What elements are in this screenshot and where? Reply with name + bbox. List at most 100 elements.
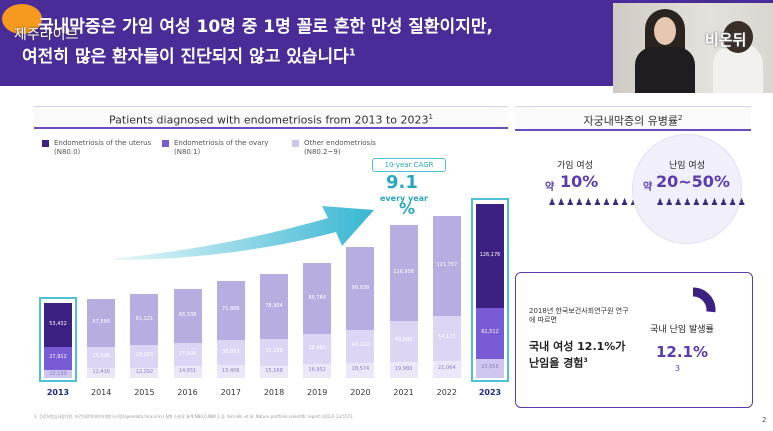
prevalence-title: 자궁내막증의 유병률2 [515, 106, 751, 131]
data-label-ovary-2015: 28,203 [135, 352, 154, 359]
data-label-uterus-2015: 61,121 [135, 315, 154, 322]
bar-2022: 21,064 54,133 121,757 [432, 215, 461, 378]
highlight-box-2013 [39, 296, 77, 382]
data-label-other-2020: 18,574 [351, 366, 370, 373]
fertile-label: 가임 여성 [557, 161, 593, 171]
legend-item-uterus: Endometriosis of the uterus (N80.0) [42, 139, 151, 157]
legend-label-uterus: Endometriosis of the uterus [54, 139, 152, 147]
bar-segment-ovary-2020: 40,120 [346, 329, 375, 363]
video-person-1-face [654, 17, 676, 45]
donut-ref: 3 [675, 364, 681, 373]
bar-segment-other-2020: 18,574 [346, 362, 375, 378]
cagr-badge: 10-year CAGR [372, 158, 446, 172]
x-tick-2020: 2020 [350, 388, 371, 397]
chart-title: Patients diagnosed with endometriosis fr… [34, 106, 508, 129]
data-label-ovary-2013: 27,912 [49, 354, 67, 361]
bar-2021: 19,980 48,886 116,958 [389, 225, 418, 378]
info-highlight-line2: 난임을 경험3 [529, 354, 639, 371]
video-person-1-body [635, 47, 695, 93]
legend-swatch-other [292, 140, 299, 147]
data-label-ovary-2017: 30,853 [222, 348, 240, 355]
legend-swatch-uterus [42, 140, 49, 147]
fertile-value: 10% [560, 172, 599, 191]
bar-segment-ovary-2019: 36,465 [303, 334, 332, 365]
data-label-uterus-2013: 53,432 [49, 320, 67, 327]
bar-2014: 12,416 25,536 57,590 [87, 299, 116, 378]
bar-2015: 12,292 28,203 61,121 [130, 294, 159, 378]
data-label-other-2014: 12,416 [92, 368, 110, 375]
bar-segment-other-2023: 23,656 [476, 358, 504, 378]
data-label-ovary-2022: 54,133 [438, 334, 456, 341]
bar-segment-other-2013: 10,199 [44, 369, 72, 378]
prevalence-title-text: 자궁내막증의 유병률 [583, 114, 679, 128]
chart-title-text: Patients diagnosed with endometriosis fr… [109, 113, 429, 127]
growth-arrow-icon [116, 206, 374, 260]
bar-segment-uterus-2015: 61,121 [130, 294, 159, 345]
x-tick-2018: 2018 [263, 388, 285, 397]
data-label-other-2023: 23,656 [481, 364, 499, 371]
data-label-other-2013: 10,199 [49, 370, 67, 377]
data-label-other-2016: 14,651 [178, 367, 197, 374]
video-watermark: 비온뒤 [705, 31, 747, 49]
info-source-text: 2018년 한국보건사회연구원 연구에 따르면 [529, 307, 629, 324]
legend-label-other: Other endometriosis [304, 139, 376, 147]
bar-segment-other-2022: 21,064 [432, 360, 461, 378]
data-label-ovary-2018: 32,188 [265, 348, 283, 355]
data-label-ovary-2020: 40,120 [351, 342, 370, 349]
page-number: 2 [762, 416, 767, 424]
bar-segment-other-2016: 14,651 [173, 365, 202, 378]
bar-segment-uterus-2014: 57,590 [87, 299, 116, 347]
legend-code-ovary: (N80.1) [174, 148, 201, 156]
bar-segment-ovary-2016: 27,508 [173, 343, 202, 366]
video-person-2-head [723, 21, 753, 53]
data-label-uterus-2022: 121,757 [436, 261, 458, 268]
legend-item-other: Other endometriosis (N80.2~9) [292, 139, 376, 157]
page-title-ref: 1 [348, 47, 356, 59]
cagr-value: 9.1 [386, 172, 418, 193]
legend-label-ovary: Endometriosis of the ovary [174, 139, 269, 147]
data-label-other-2022: 21,064 [438, 365, 456, 372]
data-label-uterus-2021: 116,958 [393, 269, 414, 276]
data-label-other-2015: 12,292 [135, 368, 154, 375]
info-highlight-line1: 국내 여성 12.1%가 [529, 340, 626, 353]
fertile-bubble [527, 146, 623, 242]
bar-segment-ovary-2013: 27,912 [44, 346, 72, 370]
data-label-uterus-2017: 71,886 [222, 306, 240, 313]
infertile-prefix: 약 [643, 182, 653, 193]
bar-segment-uterus-2023: 126,176 [476, 204, 504, 308]
bar-segment-other-2018: 15,168 [260, 365, 288, 378]
data-label-ovary-2016: 27,508 [178, 350, 197, 357]
page-title-line2-text: 여전히 많은 환자들이 진단되지 않고 있습니다 [22, 47, 349, 67]
bar-segment-ovary-2018: 32,188 [260, 339, 288, 366]
legend-code-uterus: (N80.0) [54, 148, 81, 156]
bar-2017: 15,406 30,853 71,886 [216, 280, 245, 378]
x-tick-2022: 2022 [436, 388, 457, 397]
fertile-prefix: 약 [545, 182, 555, 193]
info-highlight: 국내 여성 12.1%가 난임을 경험3 [529, 340, 639, 371]
bar-segment-uterus-2018: 78,904 [260, 274, 288, 339]
fertile-people-icon: ♟♟♟♟♟♟♟♟♟♟ [548, 198, 639, 208]
data-label-uterus-2023: 126,176 [479, 251, 501, 258]
infertile-bubble [632, 134, 742, 244]
x-tick-2019: 2019 [307, 388, 328, 397]
bar-segment-other-2014: 12,416 [87, 367, 116, 378]
bar-segment-other-2021: 19,980 [389, 361, 418, 378]
data-label-uterus-2014: 57,590 [92, 319, 110, 326]
data-label-uterus-2019: 85,784 [308, 294, 326, 301]
cagr-unit: % [399, 199, 416, 218]
bar-2018: 15,168 32,188 78,904 [260, 274, 288, 378]
page-title-line2: 여전히 많은 환자들이 진단되지 않고 있습니다1 [22, 42, 356, 67]
prevalence-title-ref: 2 [678, 114, 683, 122]
bar-segment-ovary-2015: 28,203 [130, 344, 159, 368]
bar-2016: 14,651 27,508 66,338 [173, 288, 202, 378]
page-title-line1: 국내막증은 가임 여성 10명 중 1명 꼴로 흔한 만성 질환이지만, [38, 17, 493, 37]
bar-2020: 18,574 40,120 99,938 [346, 247, 375, 378]
data-label-uterus-2016: 66,338 [178, 311, 197, 318]
infertility-info-box [515, 272, 753, 408]
x-tick-2017: 2017 [220, 388, 241, 397]
data-label-ovary-2021: 48,886 [394, 337, 413, 344]
bar-segment-uterus-2022: 121,757 [432, 215, 461, 317]
bar-2019: 16,952 36,465 85,784 [303, 263, 332, 378]
legend-code-other: (N80.2~9) [304, 148, 341, 156]
donut-value: 12.1% [655, 343, 709, 361]
